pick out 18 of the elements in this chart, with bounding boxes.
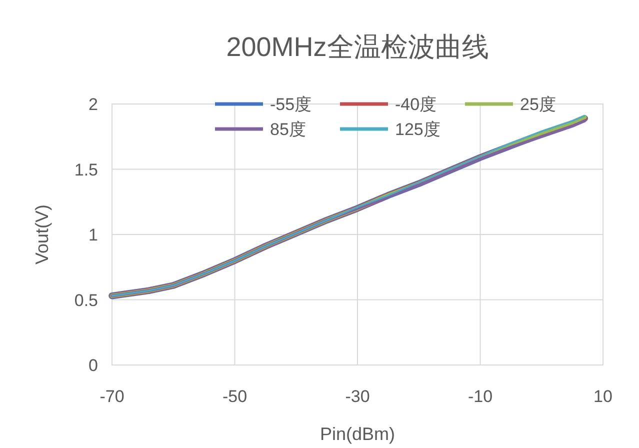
y-axis-title: Vout(V) [32,204,52,265]
x-tick-label: -10 [468,387,493,406]
y-tick-label: 0 [88,356,98,375]
legend-label: 25度 [520,95,556,114]
y-tick-label: 2 [88,95,98,114]
y-tick-label: 0.5 [74,290,98,310]
legend-label: 85度 [270,120,306,139]
legend-label: 125度 [395,120,440,139]
x-tick-label: -50 [222,387,248,406]
x-tick-label: -30 [345,387,370,406]
title: 200MHz全温检波曲线 [226,32,489,62]
x-axis-title: Pin(dBm) [320,424,396,444]
x-tick-label: -70 [100,387,124,406]
y-tick-label: 1.5 [74,160,98,180]
legend-label: -40度 [395,95,437,114]
x-tick-label: 10 [594,387,612,406]
y-tick-label: 1 [88,226,98,244]
legend-label: -55度 [270,95,312,114]
